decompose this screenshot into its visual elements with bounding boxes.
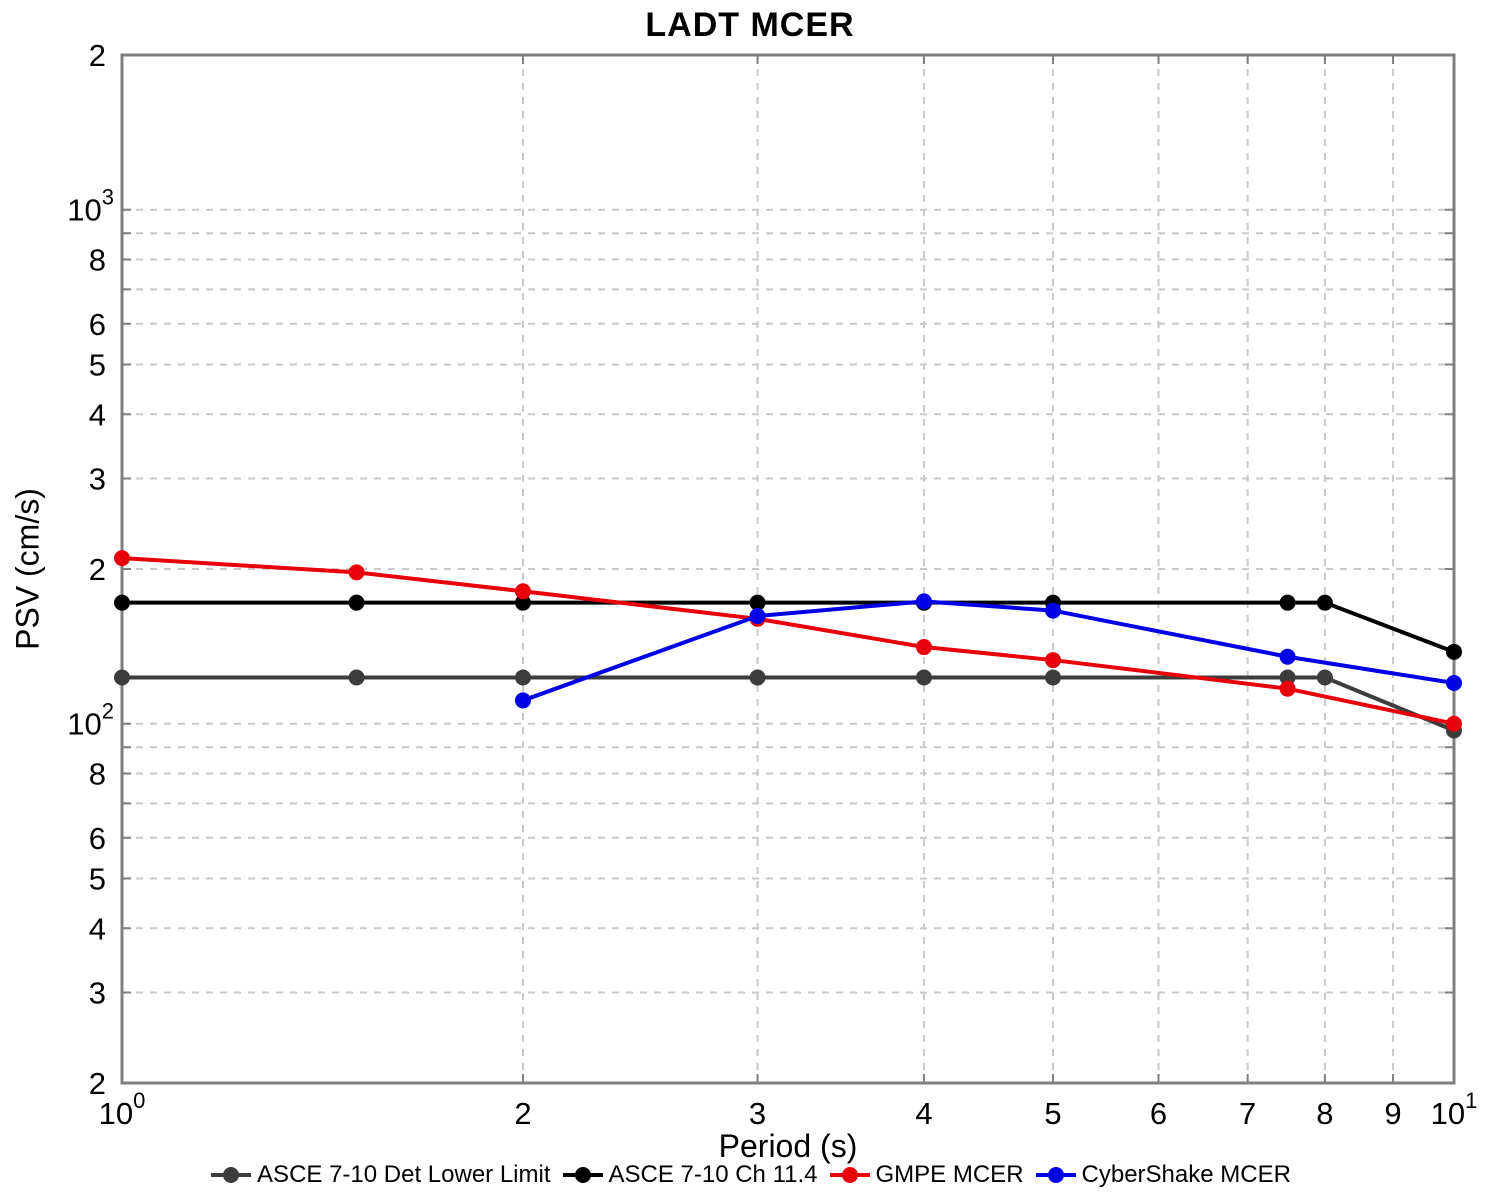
svg-text:3: 3 [749,1096,766,1131]
chart-title: LADT MCER [645,6,855,44]
svg-text:8: 8 [89,757,106,792]
svg-text:3: 3 [89,975,106,1010]
svg-text:8: 8 [89,243,106,278]
svg-text:103: 103 [67,185,114,228]
svg-text:9: 9 [1384,1096,1401,1131]
chart-legend: ASCE 7-10 Det Lower Limit ASCE 7-10 Ch 1… [0,1161,1500,1189]
legend-label: ASCE 7-10 Ch 11.4 [608,1161,818,1188]
legend-label: ASCE 7-10 Det Lower Limit [257,1161,551,1188]
series-asce-7-10-det-lower-limit [114,669,1462,739]
svg-text:5: 5 [89,347,106,382]
svg-text:8: 8 [1316,1096,1333,1131]
legend-item-gmpe-mcer: GMPE MCER [828,1161,1024,1189]
svg-text:4: 4 [89,911,106,946]
svg-text:2: 2 [89,552,106,587]
svg-text:2: 2 [514,1096,531,1131]
series-gmpe-mcer [114,550,1462,732]
legend-marker-icon [1035,1167,1076,1183]
svg-text:102: 102 [67,699,114,742]
legend-item-det-lower-limit: ASCE 7-10 Det Lower Limit [209,1161,551,1189]
svg-text:4: 4 [915,1096,932,1131]
legend-marker-icon [562,1167,603,1183]
svg-text:5: 5 [1044,1096,1061,1131]
legend-item-ch-11-4: ASCE 7-10 Ch 11.4 [561,1161,818,1189]
gridlines [122,55,1454,1083]
legend-label: CyberShake MCER [1081,1161,1291,1188]
svg-text:6: 6 [89,821,106,856]
svg-text:2: 2 [89,38,106,73]
svg-text:5: 5 [89,861,106,896]
svg-text:7: 7 [1239,1096,1256,1131]
svg-text:4: 4 [89,397,106,432]
legend-item-cybershake-mcer: CyberShake MCER [1034,1161,1291,1189]
svg-text:101: 101 [1431,1088,1478,1131]
x-axis-label: Period (s) [718,1128,858,1164]
svg-text:100: 100 [99,1088,146,1131]
svg-text:6: 6 [89,307,106,342]
series-cybershake-mcer [514,593,1462,709]
svg-text:2: 2 [89,1066,106,1101]
legend-label: GMPE MCER [875,1161,1024,1188]
svg-text:3: 3 [89,461,106,496]
legend-marker-icon [829,1167,870,1183]
legend-marker-icon [211,1167,252,1183]
svg-text:6: 6 [1150,1096,1167,1131]
